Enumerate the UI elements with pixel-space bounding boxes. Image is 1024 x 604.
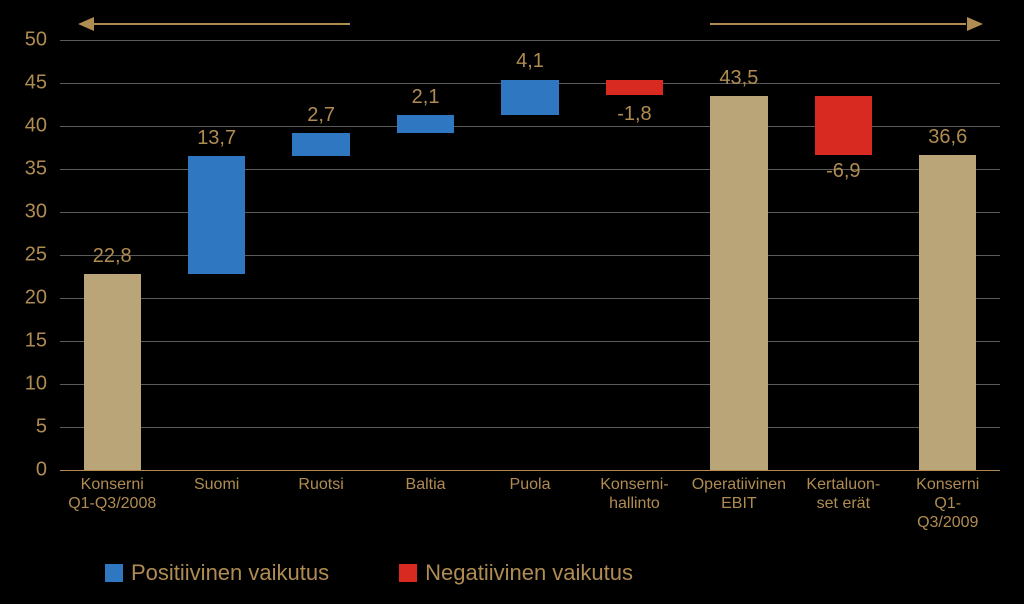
bar-value-label: 2,7 (307, 104, 335, 127)
legend: Positiivinen vaikutus Negatiivinen vaiku… (105, 560, 633, 586)
x-tick-label: Konserni Q1-Q3/2008 (68, 475, 156, 513)
bar-value-label: 13,7 (197, 127, 236, 150)
arrow-head-left-icon (78, 17, 94, 31)
x-tick-label: Kertaluon- set erät (806, 475, 880, 513)
y-tick-label: 15 (25, 330, 47, 353)
y-tick-label: 10 (25, 373, 47, 396)
bar-value-label: 22,8 (93, 245, 132, 268)
arrow-line (710, 23, 966, 25)
gridline (60, 470, 1000, 471)
y-tick-label: 35 (25, 158, 47, 181)
bar-value-label: 36,6 (928, 126, 967, 149)
y-tick-label: 5 (36, 416, 47, 439)
legend-neg-swatch (399, 564, 417, 582)
gridline (60, 40, 1000, 41)
x-tick-label: Puola (510, 475, 551, 494)
bar-total (710, 96, 767, 470)
bar-value-label: 4,1 (516, 50, 544, 73)
y-tick-label: 20 (25, 287, 47, 310)
legend-negative: Negatiivinen vaikutus (399, 560, 633, 586)
y-tick-label: 0 (36, 459, 47, 482)
y-tick-label: 25 (25, 244, 47, 267)
y-tick-label: 40 (25, 115, 47, 138)
y-tick-label: 30 (25, 201, 47, 224)
y-axis: 05101520253035404550 (0, 40, 55, 470)
bar-neg (815, 96, 872, 155)
bar-value-label: 2,1 (412, 86, 440, 109)
x-tick-label: Konserni- hallinto (600, 475, 668, 513)
bar-total (84, 274, 141, 470)
x-tick-label: Konserni Q1-Q3/2009 (910, 475, 986, 533)
legend-pos-label: Positiivinen vaikutus (131, 560, 329, 586)
legend-pos-swatch (105, 564, 123, 582)
bar-total (919, 155, 976, 470)
x-tick-label: Baltia (406, 475, 446, 494)
bar-pos (501, 80, 558, 115)
gridline (60, 341, 1000, 342)
plot-area: 22,8 13,7 2,7 2,1 4,1 -1,8 43,5 -6,9 36,6 (60, 40, 1000, 470)
bar-pos (188, 156, 245, 274)
bar-value-label: 43,5 (719, 67, 758, 90)
x-tick-label: Operatiivinen EBIT (692, 475, 786, 513)
arrow-line (94, 23, 350, 25)
gridline (60, 427, 1000, 428)
x-tick-label: Ruotsi (298, 475, 343, 494)
gridline (60, 298, 1000, 299)
waterfall-chart: 0 5 10 15 20 25 30 35 40 45 50 22,8 13,7 2,7 2,1 4,1 -1… (0, 0, 1024, 604)
legend-neg-label: Negatiivinen vaikutus (425, 560, 633, 586)
x-tick-label: Suomi (194, 475, 239, 494)
arrow-head-right-icon (967, 17, 983, 31)
bar-value-label: -6,9 (826, 160, 860, 183)
legend-positive: Positiivinen vaikutus (105, 560, 329, 586)
y-tick-label: 45 (25, 72, 47, 95)
gridline (60, 384, 1000, 385)
bar-value-label: -1,8 (617, 103, 651, 126)
bar-pos (292, 133, 349, 156)
bar-pos (397, 115, 454, 133)
bar-neg (606, 80, 663, 95)
y-tick-label: 50 (25, 29, 47, 52)
